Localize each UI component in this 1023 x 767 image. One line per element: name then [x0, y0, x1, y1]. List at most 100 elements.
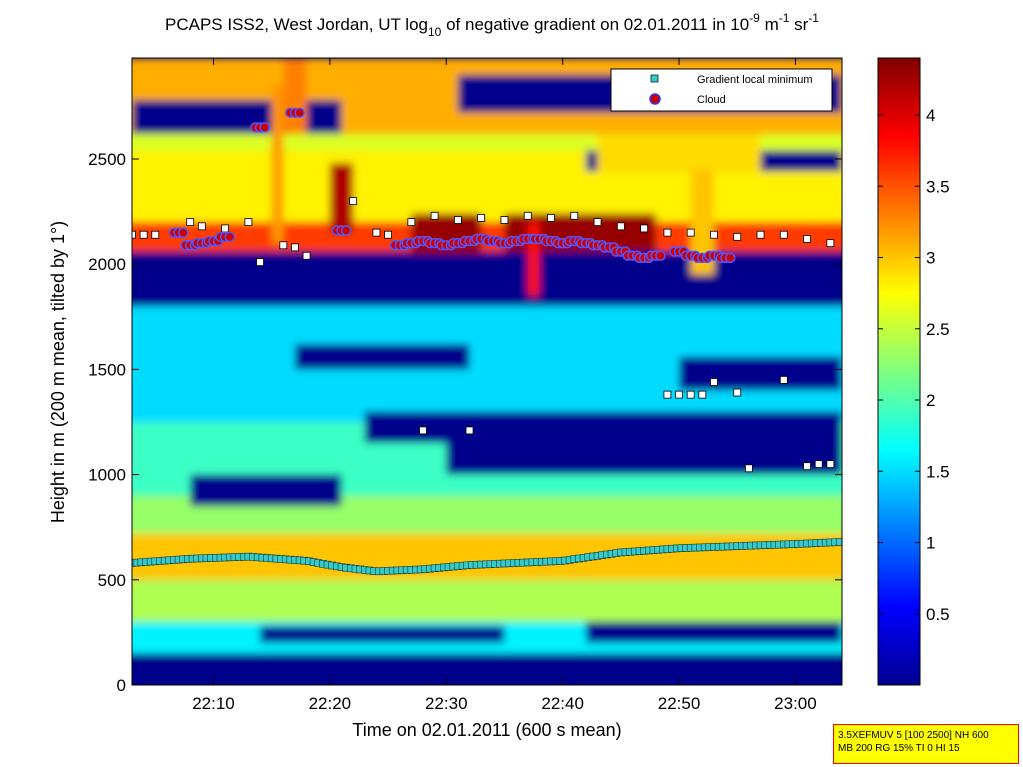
y-axis: 0 500 1000 1500 2000 2500 — [88, 150, 842, 695]
heatmap-patch-3 — [597, 133, 761, 172]
gradient-minimum-point — [244, 218, 253, 227]
colorbar-tick-label: 1 — [926, 534, 935, 553]
y-tick-label: 2500 — [88, 150, 126, 169]
gradient-minimum-point — [616, 222, 625, 231]
gradient-minimum-point — [710, 230, 718, 239]
colorbar-tick-label: 2 — [926, 391, 935, 410]
colorbar-tick-label: 3.5 — [926, 177, 950, 196]
gradient-minimum-point — [384, 230, 392, 239]
legend-marker-cloud — [649, 93, 661, 105]
heatmap-patch-11 — [585, 621, 842, 643]
colorbar-gradient — [877, 57, 921, 686]
x-tick-label: 22:40 — [541, 694, 584, 713]
legend-box — [610, 68, 833, 112]
heatmap-patch-14 — [329, 163, 354, 233]
cloud-point — [177, 227, 189, 238]
heatmap-patch-6 — [364, 411, 842, 444]
gradient-minimum-point — [826, 460, 835, 468]
x-tick-label: 22:30 — [425, 694, 468, 713]
heatmap-patch-10 — [260, 626, 505, 643]
gradient-minimum-point — [756, 230, 765, 239]
parameter-info-box: 3.5XEFMUV 5 [100 2500] NH 600 MB 200 RG … — [833, 724, 1019, 764]
gradient-minimum-point — [454, 216, 462, 224]
gradient-minimum-point — [419, 426, 427, 435]
heatmap-patch-15 — [271, 85, 284, 244]
y-tick-label: 0 — [117, 676, 126, 695]
colorbar: 0.5 1 1.5 2 2.5 3 3.5 4 — [877, 57, 950, 686]
cloud-point — [224, 231, 236, 243]
x-tick-label: 23:00 — [774, 694, 817, 713]
gradient-minimum-point — [686, 390, 695, 399]
gradient-minimum-point — [570, 211, 579, 220]
cloud-point — [259, 122, 270, 133]
gradient-minimum-point — [151, 230, 160, 239]
heatmap-patch-17 — [527, 222, 540, 296]
gradient-minimum-point — [826, 239, 835, 248]
heatmap-patch-16 — [283, 58, 307, 134]
gradient-minimum-point — [139, 230, 148, 239]
gradient-minimum-point — [698, 390, 707, 399]
gradient-minimum-point — [477, 214, 486, 222]
gradient-minimum-point — [547, 214, 555, 222]
y-tick-label: 500 — [98, 571, 126, 590]
gradient-minimum-point — [803, 235, 811, 243]
x-axis: 22:10 22:20 22:30 22:40 22:50 23:00 — [192, 58, 817, 713]
heatmap-plot-area — [131, 57, 843, 686]
gradient-minimum-point — [465, 426, 474, 435]
gradient-minimum-point — [593, 218, 602, 227]
gradient-minimum-point — [186, 218, 195, 227]
gradient-minimum-point — [221, 224, 230, 233]
gradient-minimum-point — [663, 390, 672, 399]
heatmap-patch-0 — [132, 100, 342, 134]
colorbar-tick-label: 1.5 — [926, 462, 950, 481]
y-axis-label: Height in m (200 m mean, tilted by 1°) — [48, 221, 68, 523]
heatmap-patch-9 — [679, 356, 842, 391]
gradient-minimum-point — [686, 228, 695, 237]
colorbar-tick-label: 3 — [926, 249, 935, 268]
colorbar-tick-label: 0.5 — [926, 605, 950, 624]
legend: Gradient local minimum Cloud — [610, 68, 833, 112]
colorbar-tick-label: 4 — [926, 106, 935, 125]
chart-title: PCAPS ISS2, West Jordan, UT log10 of neg… — [165, 11, 819, 39]
heatmap-layer-11 — [132, 653, 842, 685]
y-tick-label: 1000 — [88, 466, 126, 485]
gradient-minimum-point — [733, 388, 742, 397]
y-tick-label: 2000 — [88, 255, 126, 274]
legend-marker-gradient-minimum — [650, 74, 659, 83]
gradient-minimum-point — [663, 228, 672, 237]
gradient-minimum-point — [803, 462, 811, 471]
heatmap-patch-5 — [294, 344, 470, 370]
gradient-minimum-point — [835, 538, 842, 546]
heatmap-layer-4 — [132, 251, 842, 307]
heatmap-layer-9 — [132, 579, 842, 622]
info-line-2: MB 200 RG 15% TI 0 HI 15 — [838, 743, 960, 754]
x-tick-label: 22:20 — [309, 694, 352, 713]
gradient-minimum-point — [291, 243, 299, 252]
gradient-minimum-point — [744, 464, 753, 473]
gradient-minimum-point — [675, 390, 683, 399]
gradient-minimum-point — [349, 197, 358, 205]
gradient-minimum-point — [710, 378, 718, 386]
legend-label-gradient-minimum: Gradient local minimum — [697, 74, 813, 86]
gradient-minimum-point — [279, 241, 288, 250]
gradient-minimum-point — [372, 228, 381, 237]
plot-frame — [131, 57, 843, 686]
info-line-1: 3.5XEFMUV 5 [100 2500] NH 600 — [838, 730, 989, 741]
gradient-minimum-point — [132, 230, 136, 239]
gradient-minimum-point — [500, 216, 509, 224]
cloud-point — [725, 252, 736, 264]
gradient-minimum-point — [779, 376, 788, 384]
gradient-minimum-point — [640, 224, 649, 233]
gradient-minimum-point — [302, 251, 311, 260]
colorbar-tick-label: 2.5 — [926, 320, 950, 339]
x-tick-label: 22:10 — [192, 694, 235, 713]
cloud-point — [340, 225, 352, 236]
x-tick-label: 22:50 — [658, 694, 701, 713]
heatmap-patch-7 — [446, 443, 842, 475]
y-tick-label: 1500 — [88, 360, 126, 379]
legend-label-cloud: Cloud — [697, 94, 726, 106]
heatmap-patch-18 — [690, 169, 714, 275]
gradient-minimum-point — [779, 230, 788, 239]
x-axis-label: Time on 02.01.2011 (600 s mean) — [352, 720, 621, 740]
